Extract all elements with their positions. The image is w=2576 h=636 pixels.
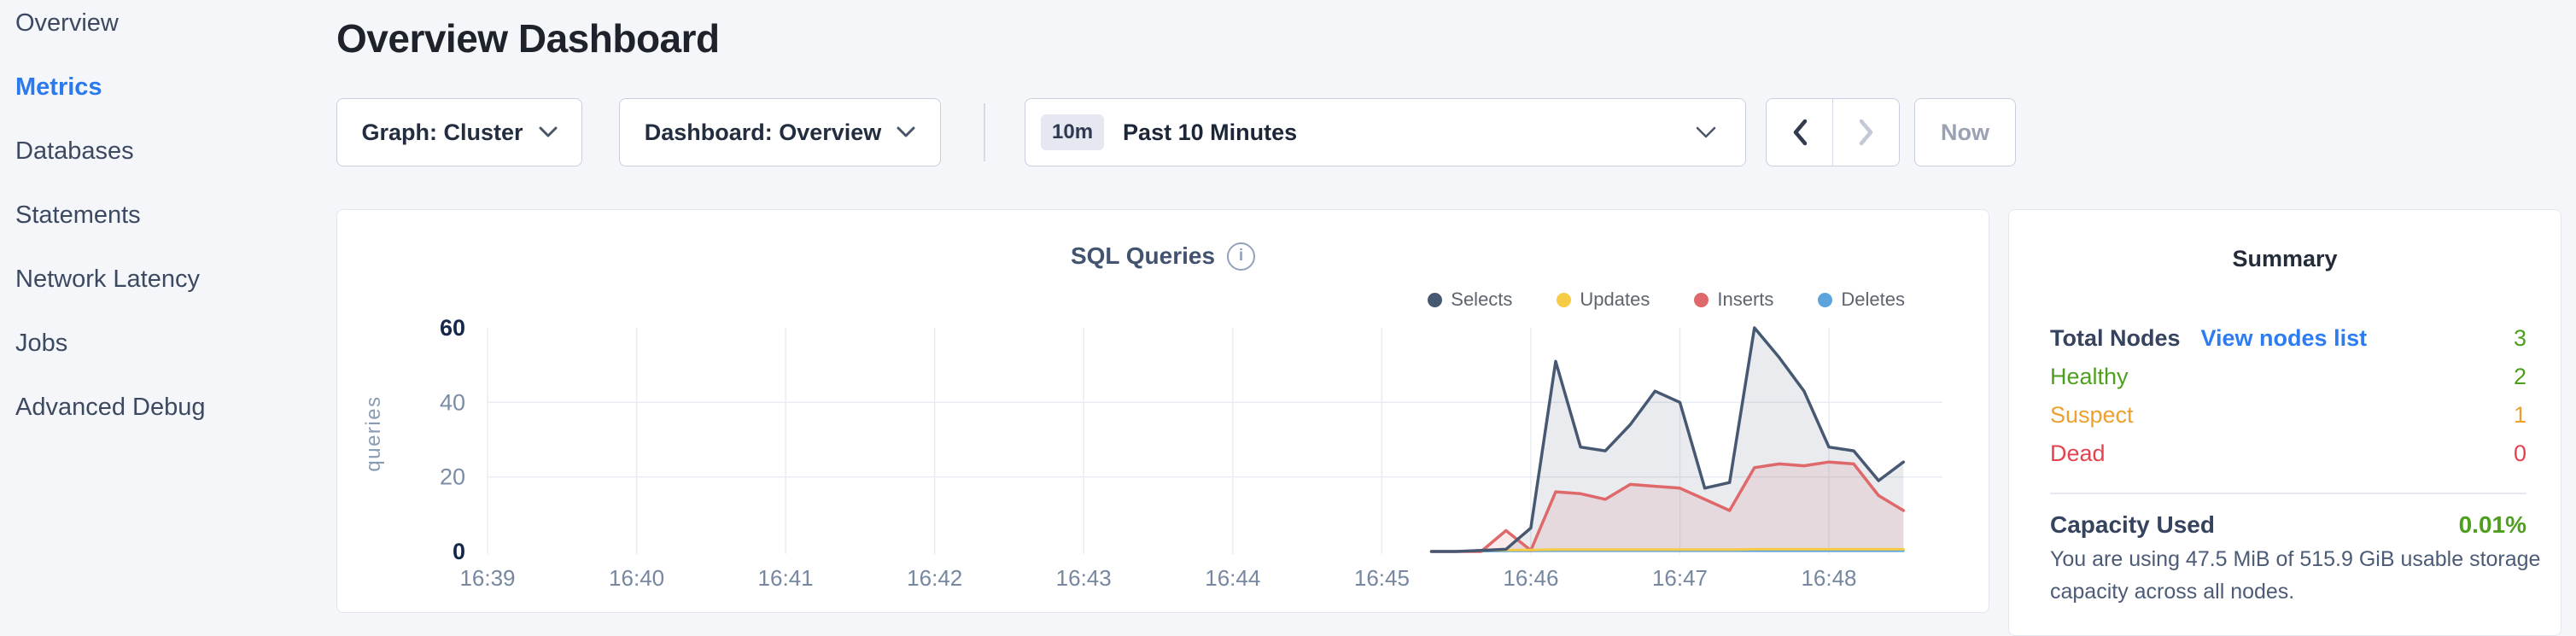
total-nodes-label: Total Nodes: [2050, 324, 2181, 351]
suspect-value: 1: [2513, 401, 2526, 428]
chart-legend: Selects Updates Inserts Deletes: [1428, 289, 1905, 311]
healthy-label: Healthy: [2050, 363, 2129, 389]
total-nodes-row: Total Nodes View nodes list 3: [2050, 324, 2526, 353]
svg-text:16:39: 16:39: [459, 565, 515, 591]
controls-divider: [984, 103, 985, 161]
legend-item-selects: Selects: [1428, 289, 1512, 311]
sidebar-item-databases[interactable]: Databases: [15, 137, 134, 165]
svg-text:0: 0: [453, 539, 465, 564]
svg-text:queries: queries: [362, 395, 385, 471]
time-step-buttons: [1766, 98, 1900, 166]
legend-label: Selects: [1451, 289, 1513, 310]
info-icon[interactable]: i: [1227, 242, 1256, 271]
healthy-value: 2: [2513, 363, 2526, 389]
sidebar-item-advanced-debug[interactable]: Advanced Debug: [15, 394, 206, 421]
chevron-down-icon: [1696, 126, 1716, 137]
suspect-label: Suspect: [2050, 401, 2134, 428]
chevron-right-icon: [1859, 119, 1872, 146]
graph-dropdown-label: Graph: Cluster: [361, 119, 523, 145]
capacity-used-value: 0.01%: [2458, 511, 2526, 538]
legend-item-updates: Updates: [1557, 289, 1650, 311]
summary-divider: [2050, 493, 2526, 494]
sql-queries-chart: 16:39 16:40 16:41 16:42 16:43 16:44 16:45 16:46…: [362, 315, 1942, 591]
legend-dot-deletes: [1818, 292, 1833, 307]
time-next-button[interactable]: [1833, 99, 1899, 166]
sidebar-item-network-latency[interactable]: Network Latency: [15, 265, 200, 293]
svg-text:16:47: 16:47: [1652, 565, 1708, 591]
dead-label: Dead: [2050, 440, 2106, 466]
chevron-left-icon: [1793, 119, 1807, 146]
dashboard-dropdown[interactable]: Dashboard: Overview: [619, 98, 941, 166]
sidebar: Overview Metrics Databases Statements Ne…: [0, 10, 316, 420]
legend-label: Inserts: [1717, 289, 1774, 310]
svg-text:16:40: 16:40: [609, 565, 664, 591]
svg-text:16:41: 16:41: [758, 565, 814, 591]
svg-text:16:46: 16:46: [1503, 565, 1558, 591]
legend-label: Updates: [1580, 289, 1650, 310]
graph-dropdown[interactable]: Graph: Cluster: [336, 98, 582, 166]
svg-text:16:42: 16:42: [907, 565, 962, 591]
svg-text:20: 20: [440, 464, 465, 490]
sidebar-item-jobs[interactable]: Jobs: [15, 330, 68, 357]
sidebar-item-metrics[interactable]: Metrics: [15, 73, 102, 101]
svg-text:40: 40: [440, 389, 465, 415]
chevron-down-icon: [539, 126, 558, 137]
legend-label: Deletes: [1841, 289, 1905, 310]
sql-queries-chart-card: 16:39 16:40 16:41 16:42 16:43 16:44 16:45 16:46…: [336, 209, 1989, 613]
svg-text:16:44: 16:44: [1205, 565, 1260, 591]
chevron-down-icon: [897, 126, 915, 137]
dead-value: 0: [2513, 440, 2526, 466]
legend-dot-inserts: [1694, 292, 1709, 307]
svg-text:60: 60: [440, 315, 465, 341]
svg-text:16:45: 16:45: [1354, 565, 1410, 591]
svg-text:16:48: 16:48: [1801, 565, 1856, 591]
dashboard-dropdown-label: Dashboard: Overview: [644, 119, 882, 145]
chart-header: SQL Queries i: [337, 239, 1989, 273]
legend-dot-updates: [1557, 292, 1572, 307]
chart-title: SQL Queries: [1070, 242, 1216, 269]
now-button[interactable]: Now: [1914, 98, 2016, 166]
legend-dot-selects: [1428, 292, 1443, 307]
time-range-badge: 10m: [1041, 114, 1105, 150]
capacity-description: You are using 47.5 MiB of 515.9 GiB usab…: [2050, 547, 2541, 604]
svg-text:16:43: 16:43: [1056, 565, 1112, 591]
sidebar-item-overview[interactable]: Overview: [15, 9, 119, 37]
capacity-used-row: Capacity Used 0.01%: [2050, 511, 2526, 540]
page-title: Overview Dashboard: [336, 16, 720, 61]
suspect-nodes-row: Suspect 1: [2050, 400, 2526, 429]
page: Overview Metrics Databases Statements Ne…: [0, 10, 2561, 636]
sidebar-item-statements[interactable]: Statements: [15, 201, 141, 229]
now-button-label: Now: [1941, 119, 1989, 145]
legend-item-inserts: Inserts: [1694, 289, 1773, 311]
summary-title: Summary: [2232, 246, 2338, 271]
time-range-selector[interactable]: 10m Past 10 Minutes: [1025, 98, 1746, 166]
total-nodes-value: 3: [2513, 324, 2526, 351]
dead-nodes-row: Dead 0: [2050, 439, 2526, 468]
legend-item-deletes: Deletes: [1818, 289, 1905, 311]
time-prev-button[interactable]: [1767, 99, 1833, 166]
view-nodes-list-link[interactable]: View nodes list: [2200, 324, 2368, 351]
capacity-used-label: Capacity Used: [2050, 511, 2215, 538]
healthy-nodes-row: Healthy 2: [2050, 362, 2526, 391]
summary-panel: Summary Total Nodes View nodes list 3 He…: [2008, 209, 2561, 636]
time-range-label: Past 10 Minutes: [1123, 119, 1298, 145]
